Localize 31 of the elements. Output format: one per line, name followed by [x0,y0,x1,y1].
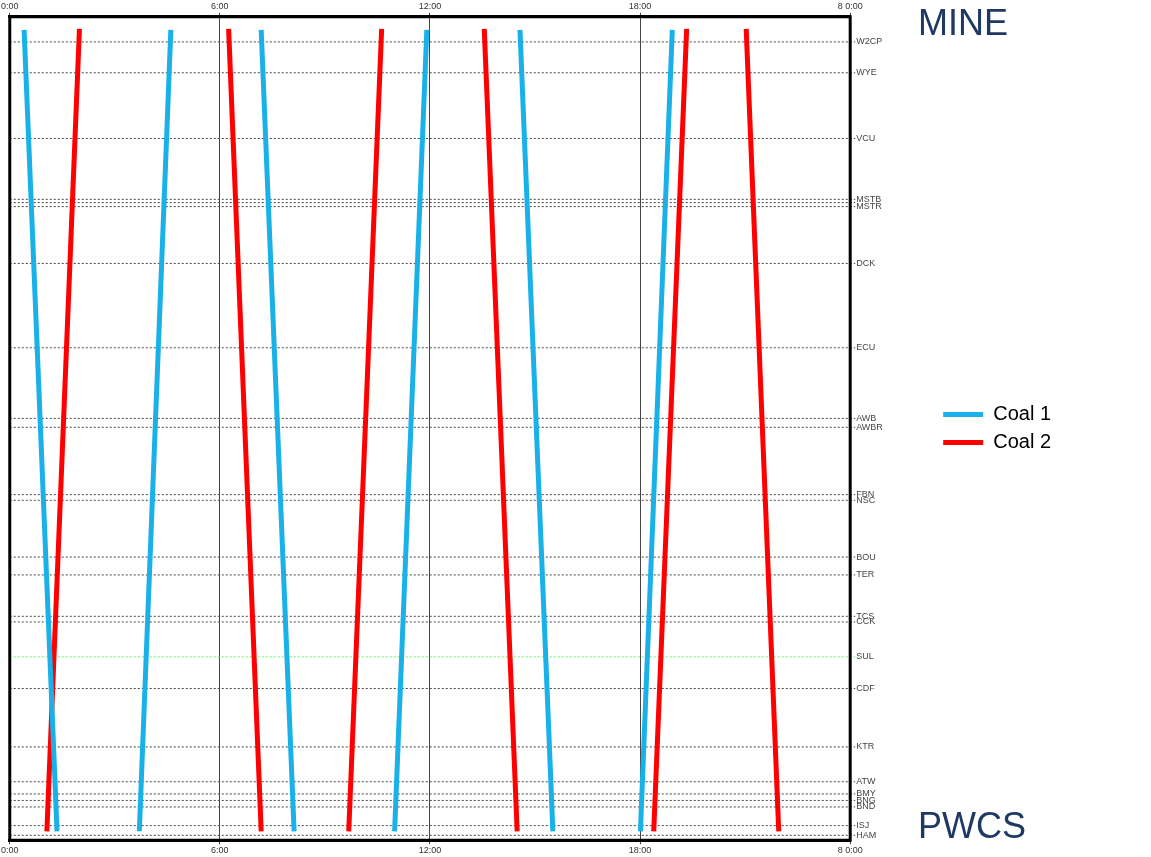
ref-line-label: MSTB [856,193,882,204]
text: PWCS [918,805,1026,847]
x-tick-label: 0:00 [0,845,19,856]
ref-line-label: ATW [856,776,877,787]
x-tick-label: 18:00 [628,845,652,856]
ref-line-label: HAM [856,829,877,840]
ref-line-label: AWB [856,412,877,423]
ref-line-label: BOU [856,551,876,562]
text: MINE [918,2,1008,44]
x2-tick-label: 0:00 [0,0,19,11]
ref-line-label: TER [856,569,875,580]
ref-line-label: SUL [856,651,874,662]
ref-line-label: CDF [856,682,876,693]
legend-label: Coal 2 [993,430,1051,453]
x2-tick-label: 12:00 [418,0,442,11]
x2-tick-label: 8 0:00 [837,0,863,11]
ref-line-label: DCK [856,257,876,268]
ref-line-label: AWBR [856,421,884,432]
ref-line-label: WYE [856,67,877,78]
x-tick-label: 12:00 [418,845,442,856]
x-tick-label: 8 0:00 [837,845,863,856]
legend-label: Coal 1 [993,402,1051,425]
ref-line-label: ECU [856,342,876,353]
x2-tick-label: 6:00 [211,0,229,11]
ref-line-label: ISJ [856,820,870,831]
ref-line-label: W2CP [856,36,883,47]
x-tick-label: 6:00 [211,845,229,856]
ref-line-label: MSTR [856,201,883,212]
x2-tick-label: 18:00 [628,0,652,11]
ref-line-label: KTR [856,741,875,752]
ref-line-label: VCU [856,132,876,143]
